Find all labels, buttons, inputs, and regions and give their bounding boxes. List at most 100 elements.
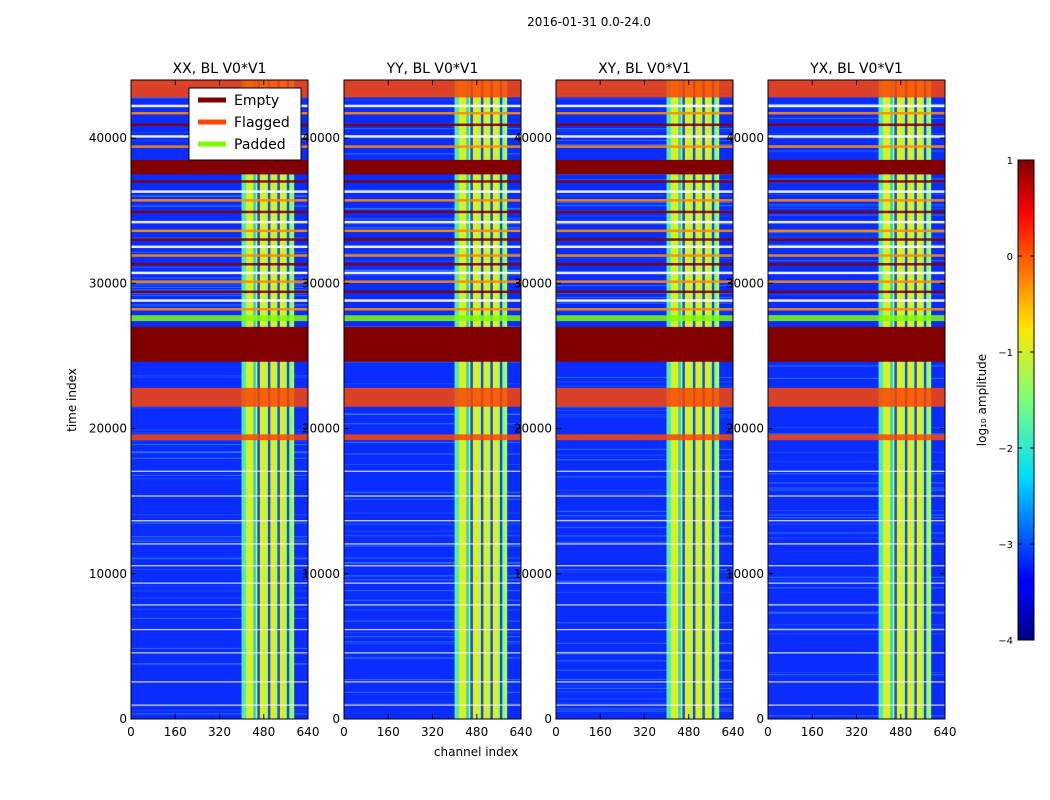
heatmap-noise-streak	[556, 569, 733, 571]
heatmap-upper-row	[131, 199, 308, 202]
heatmap-noise-streak	[768, 603, 945, 605]
heatmap-noise-streak	[344, 137, 521, 139]
heatmap-upper-row	[768, 262, 945, 266]
heatmap-noise-streak	[344, 589, 521, 592]
heatmap-noise-streak	[344, 127, 521, 130]
heatmap-noise-streak	[768, 487, 945, 489]
heatmap-noise-streak	[131, 457, 308, 459]
heatmap-noise-streak	[131, 292, 308, 295]
heatmap-noise-streak	[344, 512, 521, 514]
heatmap-noise-streak	[344, 153, 521, 155]
heatmap-thin-row	[556, 495, 733, 497]
heatmap-upper-row	[131, 290, 308, 294]
x-tick-label: 640	[934, 725, 957, 739]
heatmap-noise-streak	[768, 314, 945, 316]
heatmap-noise-streak	[556, 622, 733, 624]
heatmap-noise-streak	[768, 612, 945, 614]
panel-3: XY, BL V0*V1 0 160 320 480 640 0 10000 20000 3000…	[514, 61, 745, 739]
heatmap-noise-streak	[131, 709, 308, 712]
heatmap-noise-streak	[131, 514, 308, 516]
heatmap-noise-streak	[556, 493, 733, 495]
heatmap-noise-streak	[768, 473, 945, 475]
heatmap-noise-streak	[556, 687, 733, 689]
heatmap-noise-streak	[556, 285, 733, 287]
colorbar: 1 0 −1 −2 −3 −4 log₁₀ amplitude	[975, 156, 1035, 647]
x-tick-label: 640	[510, 725, 533, 739]
y-tick-label: 10000	[726, 567, 764, 581]
heatmap-noise-streak	[131, 267, 308, 269]
heatmap-noise-streak	[131, 288, 308, 291]
y-tick-label: 20000	[726, 422, 764, 436]
heatmap-noise-streak	[556, 139, 733, 142]
heatmap-noise-streak	[344, 522, 521, 524]
heatmap-upper-row	[556, 190, 733, 193]
heatmap-thin-row	[768, 652, 945, 654]
heatmap-thin-row	[344, 495, 521, 497]
heatmap-noise-streak	[131, 522, 308, 524]
heatmap-empty-range	[768, 159, 945, 175]
heatmap-upper-row	[556, 111, 733, 115]
heatmap-noise-streak	[344, 679, 521, 681]
heatmap-upper-row	[344, 245, 521, 249]
heatmap-noise-streak	[768, 489, 945, 491]
heatmap-padded-range	[344, 315, 521, 322]
colorbar-tick-label: −1	[998, 348, 1013, 359]
heatmap-thin-row	[344, 681, 521, 683]
heatmap-upper-row	[768, 104, 945, 108]
heatmap-upper-row	[556, 262, 733, 266]
heatmap-noise-streak	[556, 381, 733, 383]
heatmap-upper-row	[768, 210, 945, 214]
heatmap-upper-row	[556, 180, 733, 183]
y-tick-label: 0	[756, 712, 764, 726]
heatmap-thin-row	[131, 565, 308, 567]
heatmap-thin-row	[768, 520, 945, 522]
heatmap-thin-row	[768, 565, 945, 567]
heatmap-noise-streak	[131, 590, 308, 592]
heatmap-noise-streak	[556, 302, 733, 304]
heatmap-noise-streak	[344, 579, 521, 581]
heatmap-upper-row	[768, 290, 945, 294]
y-tick-label: 10000	[89, 567, 127, 581]
heatmap-noise-streak	[131, 608, 308, 610]
heatmap-upper-row	[768, 180, 945, 183]
heatmap-upper-row	[344, 111, 521, 115]
heatmap-upper-row	[768, 238, 945, 241]
heatmap-upper-row	[556, 238, 733, 241]
heatmap-upper-row	[768, 271, 945, 275]
heatmap-noise-streak	[556, 459, 733, 461]
heatmap-upper-row	[131, 262, 308, 266]
heatmap-noise-streak	[768, 633, 945, 635]
heatmap-empty-range	[768, 326, 945, 362]
heatmap-noise-streak	[556, 684, 733, 686]
y-tick-label: 30000	[726, 276, 764, 290]
heatmap-noise-streak	[344, 207, 521, 209]
heatmap-upper-row	[131, 271, 308, 275]
heatmap-noise-streak	[556, 515, 733, 517]
heatmap-noise-streak	[768, 244, 945, 246]
heatmap-flagged-range	[556, 434, 733, 441]
heatmap-thin-row	[556, 470, 733, 472]
heatmap-thin-row	[131, 628, 308, 631]
heatmap-noise-streak	[768, 627, 945, 629]
panel-2: YY, BL V0*V1 0 160 320 480 640 0 10000 20000 3000…	[302, 61, 533, 739]
heatmap-upper-row	[556, 104, 733, 108]
x-tick-label: 160	[164, 725, 187, 739]
x-tick-label: 320	[208, 725, 231, 739]
heatmap-noise-streak	[556, 448, 733, 450]
x-tick-label: 640	[297, 725, 320, 739]
heatmap-upper-row	[131, 245, 308, 249]
heatmap-noise-streak	[344, 218, 521, 220]
x-tick-label: 0	[340, 725, 348, 739]
heatmap-noise-streak	[344, 464, 521, 466]
heatmap-flagged-range	[556, 387, 733, 407]
heatmap-noise-streak	[556, 691, 733, 693]
heatmap-upper-row	[768, 280, 945, 283]
x-tick-label: 0	[764, 725, 772, 739]
heatmap-upper-row	[131, 220, 308, 224]
heatmap-noise-streak	[768, 150, 945, 153]
heatmap-flagged-range	[344, 387, 521, 407]
heatmap-noise-streak	[556, 416, 733, 418]
heatmap-thin-row	[556, 582, 733, 584]
heatmap-noise-streak	[556, 669, 733, 671]
heatmap-upper-row	[344, 199, 521, 202]
